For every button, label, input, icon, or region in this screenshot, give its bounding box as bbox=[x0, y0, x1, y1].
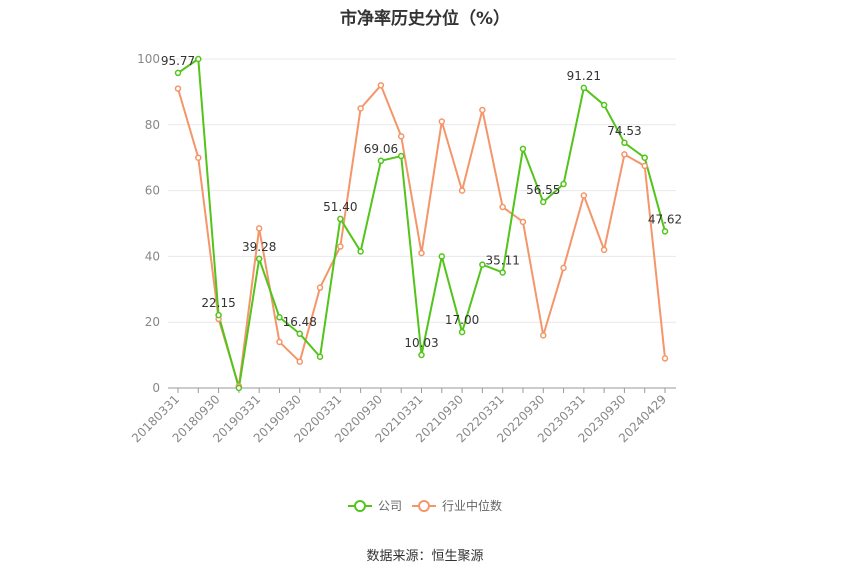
data-point bbox=[621, 151, 628, 158]
data-point bbox=[540, 198, 547, 206]
data-point bbox=[438, 118, 446, 125]
data-label: 17.00 bbox=[445, 313, 479, 327]
data-point bbox=[357, 248, 364, 255]
data-point bbox=[296, 330, 303, 338]
data-source: 数据来源：恒生聚源 bbox=[366, 549, 484, 564]
data-point bbox=[560, 264, 567, 272]
legend-label: 行业中位数 bbox=[442, 498, 502, 513]
data-label: 51.40 bbox=[323, 200, 357, 214]
data-point bbox=[357, 105, 364, 112]
data-point bbox=[580, 192, 588, 199]
y-tick-label: 60 bbox=[145, 184, 160, 198]
data-point bbox=[174, 69, 182, 77]
data-point bbox=[458, 187, 466, 194]
data-point bbox=[458, 328, 466, 336]
chart-title: 市净率历史分位（%） bbox=[339, 9, 511, 29]
data-point bbox=[661, 228, 669, 235]
data-point bbox=[215, 311, 222, 319]
y-tick-label: 40 bbox=[145, 249, 160, 263]
grid-lines bbox=[168, 58, 676, 323]
data-label: 95.77 bbox=[161, 54, 195, 68]
data-point bbox=[600, 246, 608, 254]
data-point bbox=[195, 154, 202, 161]
data-point bbox=[661, 355, 669, 362]
data-point bbox=[540, 332, 547, 339]
data-point bbox=[235, 384, 243, 392]
data-point bbox=[438, 253, 446, 260]
data-point bbox=[479, 261, 486, 268]
data-point bbox=[479, 106, 486, 114]
legend-label: 公司 bbox=[378, 499, 402, 513]
x-axis: 2018033120180930201903312019093020200331… bbox=[129, 387, 676, 445]
data-label: 74.53 bbox=[607, 124, 641, 138]
y-tick-label: 0 bbox=[152, 381, 160, 395]
data-point bbox=[316, 284, 324, 291]
data-point bbox=[499, 269, 506, 276]
data-point bbox=[255, 255, 263, 263]
data-label: 35.11 bbox=[485, 253, 519, 267]
data-label: 47.62 bbox=[648, 212, 682, 226]
y-tick-label: 20 bbox=[145, 315, 160, 329]
data-point bbox=[641, 154, 648, 161]
y-tick-label: 80 bbox=[145, 118, 160, 132]
data-point bbox=[397, 133, 405, 140]
y-axis: 0 20 40 60 80 100 bbox=[137, 52, 160, 395]
legend-item: 公司 bbox=[348, 499, 402, 513]
data-point bbox=[499, 203, 506, 211]
data-point bbox=[418, 351, 425, 359]
data-point bbox=[174, 85, 182, 92]
data-point bbox=[276, 314, 283, 321]
y-tick-label: 100 bbox=[137, 52, 160, 66]
data-point bbox=[600, 101, 608, 109]
data-point bbox=[255, 225, 263, 232]
data-label: 39.28 bbox=[242, 240, 276, 254]
data-point bbox=[316, 353, 324, 360]
data-point bbox=[641, 162, 648, 170]
data-point bbox=[580, 84, 588, 92]
data-point bbox=[377, 157, 385, 165]
data-point bbox=[519, 218, 527, 226]
legend-item: 行业中位数 bbox=[412, 498, 502, 513]
data-point bbox=[276, 338, 283, 346]
data-point bbox=[519, 145, 527, 153]
data-point bbox=[621, 139, 628, 147]
data-point bbox=[337, 215, 344, 223]
data-point bbox=[195, 55, 202, 63]
data-point bbox=[296, 358, 303, 365]
data-label: 10.03 bbox=[404, 336, 438, 350]
data-label: 56.55 bbox=[526, 183, 560, 197]
data-label: 16.48 bbox=[283, 315, 317, 329]
data-label: 91.21 bbox=[567, 69, 601, 83]
data-label: 69.06 bbox=[364, 142, 398, 156]
legend-swatch-marker bbox=[354, 500, 366, 512]
legend-swatch-marker bbox=[418, 500, 430, 512]
legend: 公司 行业中位数 bbox=[348, 498, 502, 513]
data-point bbox=[337, 243, 344, 250]
data-point bbox=[560, 180, 567, 188]
data-point bbox=[397, 152, 405, 160]
data-labels: 95.77 22.15 39.28 16.48 51.40 69.06 10.03 17.00… bbox=[161, 54, 682, 350]
data-label: 22.15 bbox=[201, 296, 235, 310]
data-point bbox=[418, 249, 425, 257]
series-points bbox=[174, 55, 669, 392]
data-point bbox=[377, 82, 385, 89]
